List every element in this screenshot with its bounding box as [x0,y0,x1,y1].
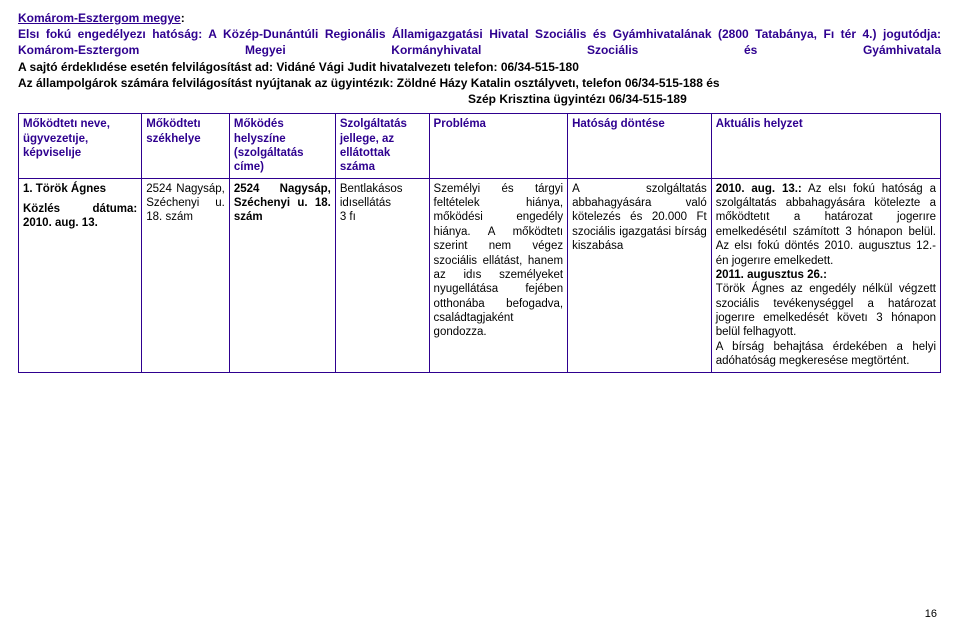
operator-name: 1. Török Ágnes [23,182,137,196]
status-body-2: Török Ágnes az engedély nélkül végzett s… [716,283,936,338]
col-header-location: Mőködés helyszíne (szolgáltatás címe) [229,114,335,179]
header-press-contact: A sajtó érdeklıdése esetén felvilágosítá… [18,59,941,75]
table-header-row: Mőködtetı neve, ügyvezetıje, képviselıje… [19,114,941,179]
header-county-text: Komárom-Esztergom megye [18,11,181,25]
col-header-operator-name: Mőködtetı neve, ügyvezetıje, képviselıje [19,114,142,179]
header-citizen-contact-1: Az állampolgárok számára felvilágosítást… [18,75,941,91]
header-county: Komárom-Esztergom megye: [18,10,941,26]
status-date-1: 2010. aug. 13.: [716,183,802,195]
table-row: 1. Török Ágnes Közlés dátuma: 2010. aug.… [19,178,941,372]
cell-location: 2524 Nagysáp, Széchenyi u. 18. szám [229,178,335,372]
cell-service: Bentlakásos idısellátás 3 fı [335,178,429,372]
publish-date: Közlés dátuma: 2010. aug. 13. [23,202,137,231]
cell-operator-name: 1. Török Ágnes Közlés dátuma: 2010. aug.… [19,178,142,372]
status-body-3: A bírság behajtása érdekében a helyi adó… [716,341,936,367]
cell-problem: Személyi és tárgyi feltételek hiánya, mő… [429,178,568,372]
col-header-operator-seat: Mőködtetı székhelye [142,114,230,179]
status-date-2: 2011. augusztus 26.: [716,269,827,281]
col-header-status: Aktuális helyzet [711,114,940,179]
cell-decision: A szolgáltatás abbahagyására való kötele… [568,178,712,372]
data-table: Mőködtetı neve, ügyvezetıje, képviselıje… [18,113,941,372]
header-block: Komárom-Esztergom megye: Elsı fokú enged… [18,10,941,107]
col-header-service: Szolgáltatás jellege, az ellátottak szám… [335,114,429,179]
header-colon: : [181,11,185,25]
page-number: 16 [925,608,937,620]
col-header-problem: Probléma [429,114,568,179]
cell-status: 2010. aug. 13.: Az elsı fokú hatóság a s… [711,178,940,372]
header-citizen-contact-2: Szép Krisztina ügyintézı 06/34-515-189 [18,91,941,107]
header-authority: Elsı fokú engedélyezı hatóság: A Közép-D… [18,26,941,58]
status-body-1: Az elsı fokú hatóság a szolgáltatás abba… [716,183,936,267]
col-header-decision: Hatóság döntése [568,114,712,179]
cell-operator-seat: 2524 Nagysáp, Széchenyi u. 18. szám [142,178,230,372]
